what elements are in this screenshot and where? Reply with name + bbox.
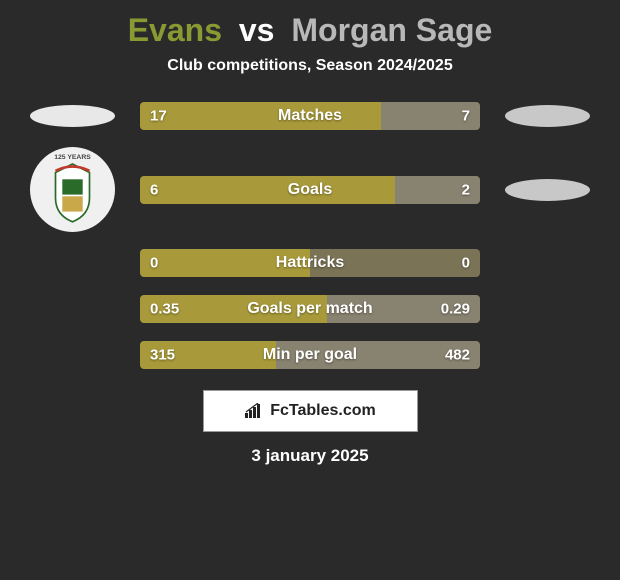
- stat-value-right: 7: [462, 108, 470, 125]
- stat-label: Hattricks: [276, 254, 344, 272]
- stat-bar: 0 Hattricks 0: [140, 249, 480, 277]
- stat-row: 0.35 Goals per match 0.29: [0, 294, 620, 324]
- date-text: 3 january 2025: [0, 446, 620, 466]
- stat-value-left: 0.35: [150, 301, 179, 318]
- player2-placeholder-icon: [505, 105, 590, 127]
- stat-bar: 0.35 Goals per match 0.29: [140, 295, 480, 323]
- club-crest-icon: 125 YEARS: [30, 147, 115, 232]
- stat-value-right: 0: [462, 255, 470, 272]
- stat-label: Goals per match: [247, 300, 372, 318]
- bar-left-fill: [140, 176, 395, 204]
- stat-bar: 17 Matches 7: [140, 102, 480, 130]
- player2-placeholder-icon: [505, 179, 590, 201]
- brand-badge: FcTables.com: [203, 390, 418, 432]
- vs-text: vs: [239, 12, 275, 48]
- player1-name: Evans: [128, 12, 222, 48]
- brand-text: FcTables.com: [270, 402, 376, 420]
- player1-placeholder-icon: [30, 105, 115, 127]
- stat-value-left: 0: [150, 255, 158, 272]
- stat-row: 315 Min per goal 482: [0, 340, 620, 370]
- stat-row: 17 Matches 7: [0, 101, 620, 131]
- page-title: Evans vs Morgan Sage: [0, 12, 620, 49]
- stat-bar: 6 Goals 2: [140, 176, 480, 204]
- stat-row: 0 Hattricks 0: [0, 248, 620, 278]
- stat-label: Matches: [278, 107, 342, 125]
- stat-row: 125 YEARS 6 Goals 2: [0, 147, 620, 232]
- chart-icon: [244, 403, 264, 419]
- stat-label: Goals: [288, 181, 332, 199]
- stat-label: Min per goal: [263, 346, 357, 364]
- subtitle: Club competitions, Season 2024/2025: [0, 57, 620, 75]
- stat-bar: 315 Min per goal 482: [140, 341, 480, 369]
- stat-value-right: 0.29: [441, 301, 470, 318]
- stat-value-left: 6: [150, 181, 158, 198]
- comparison-infographic: Evans vs Morgan Sage Club competitions, …: [0, 0, 620, 466]
- player2-name: Morgan Sage: [291, 12, 492, 48]
- bar-left-fill: [140, 102, 381, 130]
- stat-value-left: 315: [150, 347, 175, 364]
- stat-value-right: 482: [445, 347, 470, 364]
- stat-value-right: 2: [462, 181, 470, 198]
- svg-text:125 YEARS: 125 YEARS: [54, 154, 91, 161]
- stat-value-left: 17: [150, 108, 167, 125]
